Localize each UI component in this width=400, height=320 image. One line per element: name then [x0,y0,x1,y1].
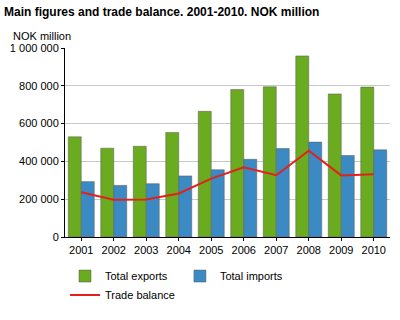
svg-text:2001: 2001 [69,244,93,256]
svg-text:400 000: 400 000 [19,155,59,167]
svg-text:2007: 2007 [264,244,288,256]
svg-text:2005: 2005 [199,244,223,256]
svg-text:600 000: 600 000 [19,117,59,129]
svg-text:2008: 2008 [297,244,321,256]
svg-text:2003: 2003 [134,244,158,256]
svg-text:2006: 2006 [232,244,256,256]
svg-text:Main figures and trade balance: Main figures and trade balance. 2001-201… [4,5,319,19]
svg-text:800 000: 800 000 [19,80,59,92]
svg-text:Total exports: Total exports [105,270,168,282]
svg-text:200 000: 200 000 [19,193,59,205]
svg-text:2002: 2002 [102,244,126,256]
svg-text:2009: 2009 [329,244,353,256]
svg-text:Trade balance: Trade balance [105,289,175,301]
svg-text:0: 0 [53,231,59,243]
svg-text:Total imports: Total imports [220,270,283,282]
svg-text:2004: 2004 [167,244,191,256]
svg-text:2010: 2010 [362,244,386,256]
svg-text:1 000 000: 1 000 000 [10,42,59,54]
svg-text:NOK million: NOK million [13,30,71,42]
